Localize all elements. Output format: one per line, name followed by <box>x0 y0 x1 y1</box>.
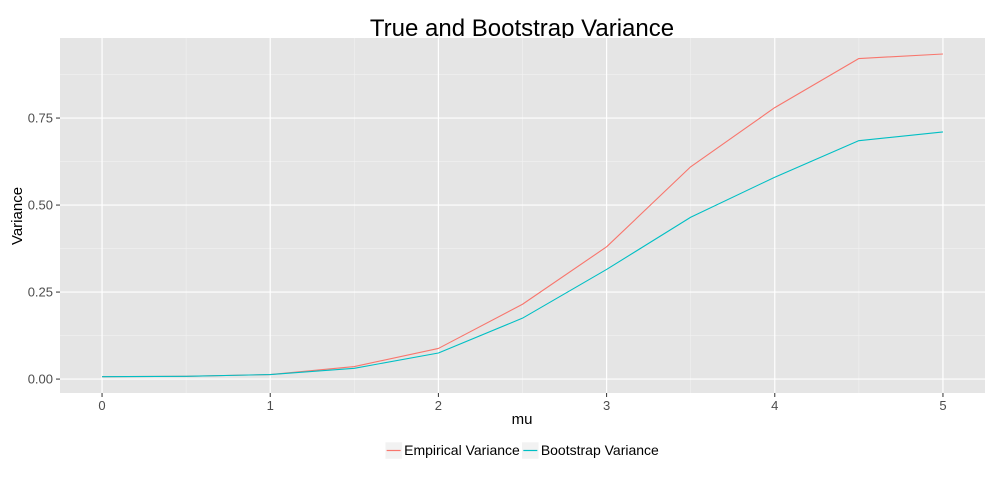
y-tick-label: 0.50 <box>28 198 53 213</box>
chart-title: True and Bootstrap Variance <box>370 15 674 42</box>
x-axis-label: mu <box>512 411 533 428</box>
y-tick-label: 0.00 <box>28 372 53 387</box>
series-lines <box>102 53 944 378</box>
major-gridlines <box>60 38 985 393</box>
x-tick-label: 0 <box>98 398 105 413</box>
y-axis-ticks: 0.00 0.25 0.50 0.75 <box>28 111 60 387</box>
x-tick-label: 4 <box>771 398 778 413</box>
x-axis-ticks: 0 1 2 3 4 5 <box>98 393 947 413</box>
legend-label-bootstrap-variance: Bootstrap Variance <box>541 442 659 458</box>
legend: Empirical Variance Bootstrap Variance <box>384 441 659 460</box>
x-tick-label: 3 <box>603 398 610 413</box>
x-tick-label: 5 <box>939 398 946 413</box>
y-tick-label: 0.25 <box>28 285 53 300</box>
y-axis-label: Variance <box>9 187 26 245</box>
y-tick-label: 0.75 <box>28 111 53 126</box>
x-tick-label: 2 <box>435 398 442 413</box>
x-tick-label: 1 <box>267 398 274 413</box>
legend-label-empirical-variance: Empirical Variance <box>404 442 520 458</box>
series-line-bootstrap-variance <box>102 131 944 378</box>
